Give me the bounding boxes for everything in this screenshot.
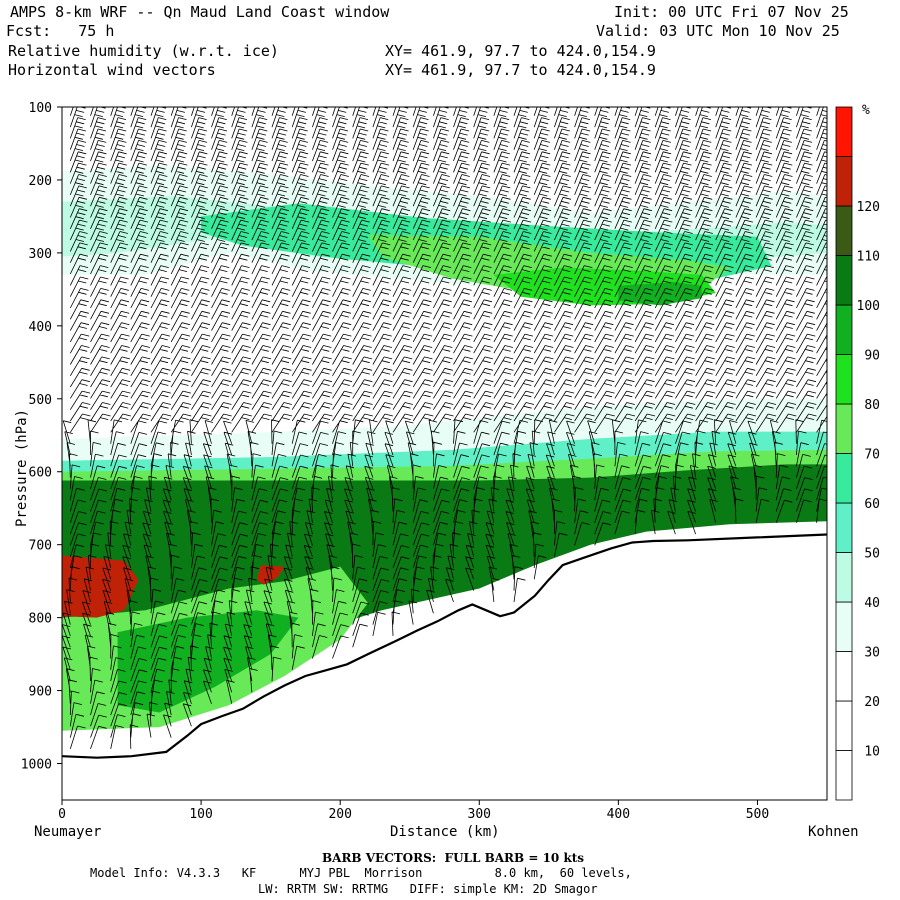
y-tick-label-100: 100 <box>29 101 52 116</box>
wind-barbs-texture <box>62 107 827 750</box>
colorbar-label-90: 90 <box>864 349 880 364</box>
colorbar-bin-0 <box>835 750 853 801</box>
colorbar-bin-8 <box>835 354 853 405</box>
x-tick-label-100: 100 <box>189 807 212 822</box>
y-tick-label-700: 700 <box>29 539 52 554</box>
colorbar-bin-6 <box>835 453 853 504</box>
colorbar-bin-4 <box>835 552 853 603</box>
colorbar-label-120: 120 <box>857 200 880 215</box>
y-tick-label-600: 600 <box>29 466 52 481</box>
terrain-fill <box>62 534 827 800</box>
colorbar-label-60: 60 <box>864 497 880 512</box>
y-tick-label-200: 200 <box>29 174 52 189</box>
valid-time: Valid: 03 UTC Mon 10 Nov 25 <box>596 22 840 40</box>
field-wind-xy: XY= 461.9, 97.7 to 424.0,154.9 <box>385 61 656 79</box>
forecast-hour: Fcst: 75 h <box>6 22 115 40</box>
field-wind-label: Horizontal wind vectors <box>8 61 216 79</box>
chart-title: AMPS 8-km WRF -- Qn Maud Land Coast wind… <box>10 3 390 21</box>
colorbar-bin-11 <box>835 205 853 256</box>
colorbar-label-30: 30 <box>864 646 880 661</box>
colorbar-bin-9 <box>835 304 853 355</box>
model-info: Model Info: V4.3.3 KF MYJ PBL Morrison 8… <box>90 866 632 880</box>
x-tick-label-400: 400 <box>607 807 630 822</box>
colorbar-bin-10 <box>835 255 853 306</box>
colorbar-unit: % <box>862 103 870 118</box>
colorbar-label-10: 10 <box>864 745 880 760</box>
physics-info: LW: RRTM SW: RRTMG DIFF: simple KM: 2D S… <box>258 882 598 896</box>
rh-region-12 <box>62 555 139 618</box>
y-tick-label-500: 500 <box>29 393 52 408</box>
colorbar-bin-3 <box>835 601 853 652</box>
y-axis-label: Pressure (hPa) <box>14 409 30 528</box>
colorbar-label-50: 50 <box>864 547 880 562</box>
colorbar-label-110: 110 <box>857 250 880 265</box>
barb-note: BARB VECTORS: FULL BARB = 10 kts <box>322 851 585 865</box>
colorbar-label-20: 20 <box>864 695 880 710</box>
colorbar-bin-13 <box>835 106 853 157</box>
colorbar-bin-7 <box>835 403 853 454</box>
colorbar-bin-2 <box>835 651 853 702</box>
y-tick-label-300: 300 <box>29 247 52 262</box>
init-time: Init: 00 UTC Fri 07 Nov 25 <box>614 3 849 21</box>
x-tick-label-200: 200 <box>328 807 351 822</box>
y-tick-label-900: 900 <box>29 685 52 700</box>
x-axis-label: Distance (km) <box>390 824 500 840</box>
y-tick-label-400: 400 <box>29 320 52 335</box>
x-right-endpoint: Kohnen <box>808 824 859 840</box>
x-left-endpoint: Neumayer <box>34 824 102 840</box>
colorbar-bin-1 <box>835 700 853 751</box>
field-rh-xy: XY= 461.9, 97.7 to 424.0,154.9 <box>385 42 656 60</box>
rh-region-11 <box>117 610 299 713</box>
colorbar-label-40: 40 <box>864 596 880 611</box>
colorbar-bin-12 <box>835 156 853 207</box>
x-tick-label-0: 0 <box>58 807 66 822</box>
colorbar-label-100: 100 <box>857 299 880 314</box>
plot-frame <box>61 106 828 801</box>
x-tick-label-300: 300 <box>468 807 491 822</box>
x-tick-label-500: 500 <box>746 807 769 822</box>
colorbar-label-70: 70 <box>864 448 880 463</box>
y-tick-label-800: 800 <box>29 612 52 627</box>
rh-region-13 <box>256 565 285 585</box>
field-rh-label: Relative humidity (w.r.t. ice) <box>8 42 279 60</box>
terrain-surface-line <box>62 533 827 759</box>
colorbar-label-80: 80 <box>864 398 880 413</box>
y-tick-label-1000: 1000 <box>21 758 52 773</box>
colorbar-bin-5 <box>835 502 853 553</box>
